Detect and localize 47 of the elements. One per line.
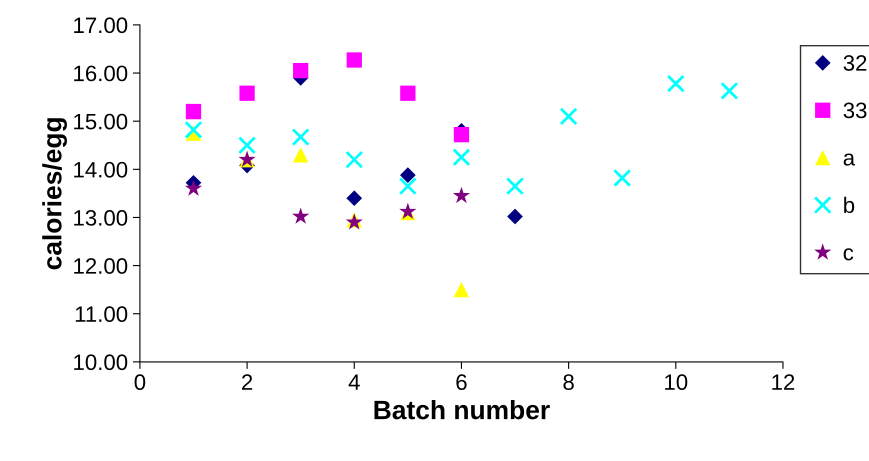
point [346, 190, 362, 206]
point [507, 208, 523, 224]
y-tick-label: 17.00 [74, 17, 128, 34]
point [238, 136, 256, 154]
legend-label: 32 [844, 55, 866, 71]
point [560, 107, 578, 126]
point [452, 186, 470, 204]
x-tick-label: 10 [665, 374, 688, 390]
point [666, 74, 685, 93]
x-axis-title: Batch number [374, 400, 550, 420]
point [400, 86, 416, 101]
y-tick-label: 15.00 [74, 114, 128, 130]
y-tick-label: 10.00 [74, 354, 128, 370]
point [720, 82, 738, 100]
x-tick-label: 2 [242, 374, 252, 390]
y-tick-label: 12.00 [74, 258, 128, 274]
point [184, 180, 202, 196]
x-tick-label: 12 [772, 374, 794, 390]
y-axis-title: calories/egg [42, 118, 67, 270]
x-tick-label: 4 [348, 374, 360, 390]
legend-label: c [844, 248, 854, 260]
x-tick-label: 6 [456, 374, 467, 390]
x-tick-label: 0 [134, 374, 146, 390]
point [184, 120, 203, 139]
y-tick-label: 13.00 [74, 210, 128, 226]
point [346, 52, 362, 68]
point [454, 127, 470, 142]
y-tick-label: 14.00 [74, 162, 128, 178]
point [292, 207, 310, 224]
point [293, 147, 308, 163]
point [293, 62, 308, 78]
point [239, 86, 255, 101]
x-tick-label: 8 [563, 374, 574, 390]
point [613, 168, 632, 188]
point [398, 177, 417, 196]
point [292, 128, 310, 146]
y-tick-label: 16.00 [74, 66, 128, 82]
point [454, 282, 470, 298]
point [506, 177, 524, 196]
point [186, 104, 202, 120]
point [345, 150, 364, 169]
y-tick-label: 11.00 [76, 306, 128, 322]
legend-label: 33 [844, 102, 866, 118]
legend-label: a [844, 153, 856, 166]
point [400, 167, 416, 183]
legend-label: b [844, 196, 854, 214]
point [452, 148, 470, 166]
